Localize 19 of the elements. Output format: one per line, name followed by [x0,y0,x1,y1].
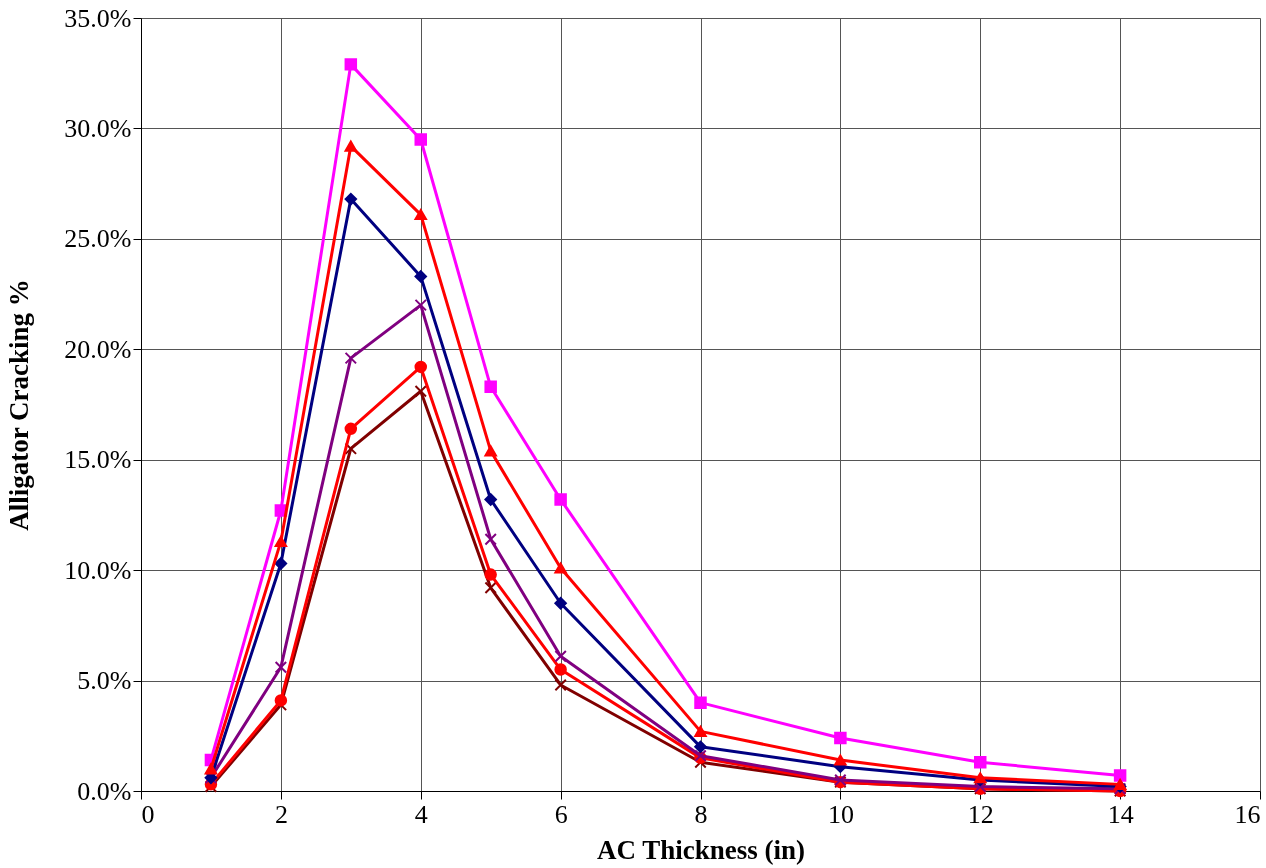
x-axis-title: AC Thickness (in) [596,834,806,865]
x-tick-label: 2 [274,799,288,829]
y-axis-title: Alligator Cracking % [4,279,35,531]
y-tick-label: 5.0% [77,666,132,696]
x-tick-label: 14 [1107,799,1134,829]
y-tick-label: 10.0% [64,555,132,585]
x-tick-label: 8 [694,799,708,829]
y-tick-label: 0.0% [77,776,132,806]
x-tick-label: 10 [827,799,854,829]
x-tick-label: 0 [141,799,155,829]
y-tick-label: 30.0% [64,113,132,143]
y-tick-label: 35.0% [64,3,132,33]
y-tick-label: 25.0% [64,224,132,254]
x-tick-label: 16 [1234,799,1261,829]
x-tick-label: 4 [414,799,428,829]
x-tick-label: 6 [554,799,568,829]
y-tick-label: 15.0% [64,445,132,475]
y-tick-label: 20.0% [64,334,132,364]
x-tick-label: 12 [967,799,994,829]
